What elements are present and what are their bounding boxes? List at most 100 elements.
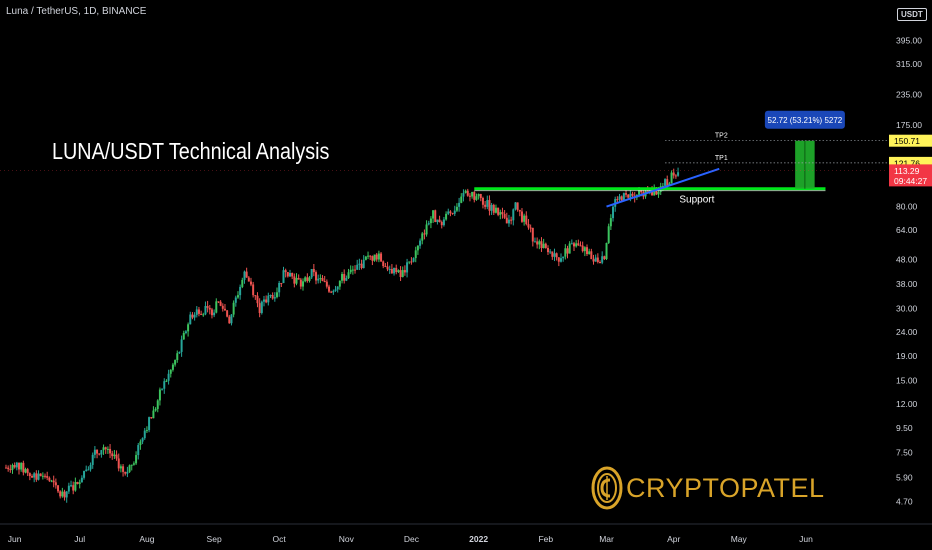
candle-body	[549, 251, 552, 253]
symbol-title[interactable]: Luna / TetherUS, 1D, BINANCE	[6, 6, 147, 17]
candle-body	[39, 473, 42, 477]
price-tick-label: 24.00	[896, 327, 918, 337]
candle-body	[278, 282, 281, 293]
candle-body	[256, 295, 259, 304]
candle-body	[401, 270, 404, 277]
candle-body	[304, 277, 307, 282]
candle-body	[189, 314, 192, 325]
candle-body	[375, 254, 378, 260]
projection-label-box	[764, 110, 845, 129]
candle-body	[399, 270, 402, 277]
candle-body	[193, 314, 196, 318]
candle-body	[354, 269, 357, 271]
candle-body	[143, 430, 146, 439]
candle-body	[425, 224, 428, 235]
candle-body	[527, 224, 530, 228]
candle-body	[484, 204, 487, 207]
candle-body	[219, 301, 222, 306]
candle-body	[286, 272, 289, 277]
candle-body	[48, 477, 51, 481]
candle-body	[395, 267, 398, 273]
candle-body	[158, 389, 161, 401]
target-label-tp1: TP1	[715, 155, 728, 162]
candle-body	[141, 438, 144, 442]
candle-body	[195, 309, 198, 315]
candle-body	[102, 447, 105, 451]
candle-body	[197, 309, 200, 314]
candle-body	[148, 417, 151, 431]
candle-body	[594, 257, 597, 262]
candle-body	[91, 454, 94, 465]
candle-body	[72, 485, 75, 491]
candle-body	[291, 273, 294, 277]
candle-body	[438, 219, 441, 222]
candle-body	[449, 211, 452, 213]
candle-body	[302, 281, 305, 287]
candle-body	[512, 209, 515, 221]
candle-body	[343, 274, 346, 281]
candle-body	[455, 206, 458, 211]
candle-body	[87, 469, 90, 471]
candle-body	[416, 245, 419, 251]
candle-body	[130, 464, 133, 466]
candle-body	[460, 196, 463, 203]
time-axis[interactable]: Jun Jul Aug Sep Oct Nov Dec 2022 Feb Mar Apr May Jun	[0, 523, 932, 544]
candle-body	[609, 218, 612, 227]
candle-body	[429, 218, 432, 224]
currency-badge[interactable]: USDT	[897, 8, 927, 21]
candle-body	[397, 270, 400, 273]
candle-body	[371, 256, 374, 261]
candle-body	[202, 314, 205, 316]
candle-body	[670, 172, 673, 184]
candle-body	[117, 458, 120, 469]
candle-body	[434, 210, 437, 223]
candle-body	[423, 233, 426, 235]
candle-body	[85, 469, 88, 471]
candle-body	[362, 259, 365, 269]
last-price-badge-countdown: 09:44:27	[894, 176, 927, 186]
candle-body	[629, 193, 632, 198]
candle-body	[393, 267, 396, 274]
candle-body	[83, 470, 86, 478]
candle-body	[655, 188, 658, 195]
candle-body	[568, 243, 571, 254]
candle-body	[542, 243, 545, 249]
candle-body	[171, 364, 174, 370]
candle-body	[414, 250, 417, 259]
time-tick-label: Jun	[799, 534, 813, 544]
candle-body	[618, 196, 621, 200]
candle-body	[176, 353, 179, 361]
price-axis[interactable]: 395.00 315.00 235.00 175.00 80.00 64.00 48.00 3…	[889, 36, 932, 507]
candle-body	[67, 485, 70, 492]
candle-body	[490, 204, 493, 211]
candle-body	[113, 454, 116, 457]
candle-body	[228, 316, 231, 324]
candle-body	[215, 301, 218, 313]
candle-body	[234, 297, 237, 303]
candle-body	[468, 195, 471, 197]
candle-body	[204, 305, 207, 315]
candle-body	[297, 277, 300, 280]
candle-body	[317, 278, 320, 281]
candle-body	[531, 227, 534, 242]
candle-body	[666, 179, 669, 186]
candle-body	[119, 466, 122, 469]
candle-body	[44, 475, 47, 477]
candle-body	[35, 473, 38, 480]
candle-body	[475, 196, 478, 200]
candle-body	[59, 491, 62, 497]
candle-body	[494, 207, 497, 213]
candle-body	[232, 302, 235, 315]
candle-body	[356, 264, 359, 270]
candle-body	[46, 476, 49, 478]
candle-body	[80, 477, 83, 483]
support-trendline	[606, 167, 720, 208]
price-tick-label: 12.00	[896, 399, 918, 409]
candle-body	[295, 277, 298, 284]
candle-body	[111, 453, 114, 457]
candle-body	[462, 192, 465, 197]
candle-body	[388, 269, 391, 271]
candle-body	[252, 284, 255, 296]
candle-body	[150, 417, 153, 419]
